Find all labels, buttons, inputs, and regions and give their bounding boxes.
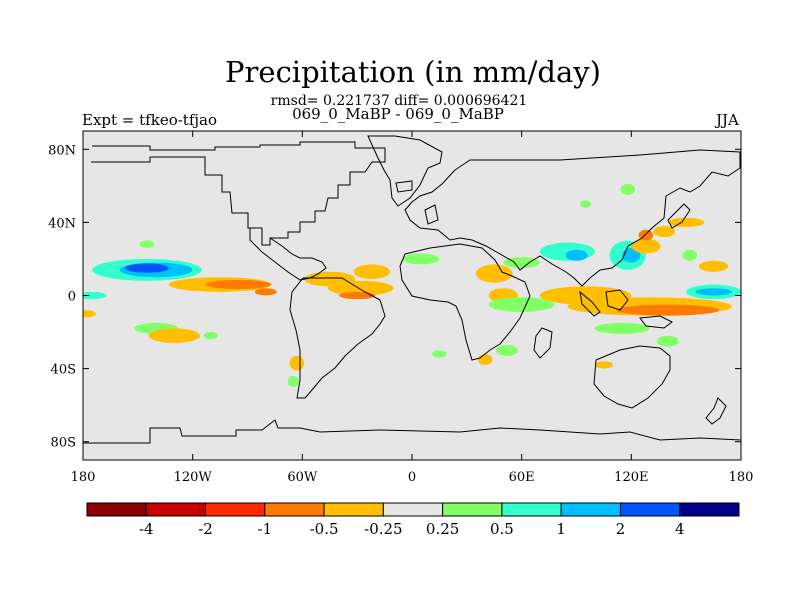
anomaly-blob-38 (594, 322, 650, 334)
colorbar-swatch-0 (86, 502, 147, 517)
colorbar: -4 -2 -1 -0.5 -0.25 0.25 0.5 1 2 4 (86, 502, 740, 538)
anomaly-blob-11 (83, 310, 96, 318)
anomaly-blob-26 (622, 247, 641, 263)
anomaly-blob-45 (432, 350, 447, 358)
rmsd-subtitle: rmsd= 0.221737 diff= 0.000696421 (270, 93, 528, 109)
anomaly-blob-2 (125, 263, 169, 273)
anomaly-blob-40 (594, 361, 614, 369)
anomaly-blob-32 (698, 260, 729, 272)
colorbar-label-3: -0.5 (310, 520, 339, 538)
anomaly-blob-44 (477, 353, 493, 365)
colorbar-label-5: 0.25 (426, 520, 459, 538)
coastline-eurasia (404, 149, 741, 287)
x-tick-label-4: 60E (509, 470, 535, 485)
experiment-label: Expt = tfkeo-tfjao (82, 111, 217, 129)
coastline-south-america (289, 277, 386, 399)
colorbar-swatch-5 (382, 502, 444, 517)
anomaly-blob-15 (338, 291, 376, 300)
anomaly-blob-13 (353, 264, 391, 280)
colorbar-swatch-6 (442, 502, 503, 517)
anomaly-blob-43 (496, 344, 519, 356)
anomaly-blob-10 (203, 332, 219, 340)
x-tick-label-5: 120E (614, 470, 648, 485)
colorbar-label-1: -2 (198, 520, 213, 538)
axis-ticks: 180 120W 60W 0 60E 120E 180 80N 40N 0 40S 80S (48, 131, 753, 485)
coastline-new-zealand (705, 397, 727, 425)
colorbar-label-8: 2 (616, 520, 626, 538)
anomaly-blob-41 (620, 184, 635, 195)
colorbar-swatch-7 (501, 502, 562, 517)
y-tick-label-3: 40S (51, 363, 76, 378)
anomaly-blob-21 (488, 297, 555, 312)
anomaly-blob-31 (682, 249, 698, 261)
coastline-madagascar (533, 327, 553, 359)
colorbar-swatch-2 (205, 502, 266, 517)
anomaly-blob-7 (83, 291, 107, 300)
coastline-north-america (91, 141, 386, 246)
x-tick-label-3: 0 (408, 470, 416, 485)
coastline-antarctica (83, 419, 741, 444)
coastlines (83, 135, 741, 444)
colorbar-label-9: 4 (675, 520, 685, 538)
anomaly-blob-28 (653, 226, 676, 238)
anomaly-blob-22 (503, 257, 540, 269)
coastline-central-america (249, 228, 327, 281)
coastline-australia (593, 345, 671, 409)
colorbar-label-4: -0.25 (364, 520, 402, 538)
anomaly-blob-39 (656, 335, 679, 347)
colorbar-swatch-3 (264, 502, 325, 517)
experiment-subtitle: 069_0_MaBP - 069_0_MaBP (292, 105, 504, 123)
anomaly-blob-6 (254, 288, 277, 296)
colorbar-label-7: 1 (556, 520, 566, 538)
anomaly-blob-24 (565, 249, 588, 261)
colorbar-swatch-1 (145, 502, 207, 517)
colorbar-swatch-9 (619, 502, 681, 517)
anomaly-blob-34 (695, 288, 732, 296)
coastline-japan (667, 203, 691, 229)
anomaly-blob-37 (616, 304, 720, 316)
anomaly-blob-3 (139, 240, 155, 248)
anomaly-layer (83, 184, 741, 387)
colorbar-swatch-4 (323, 502, 384, 517)
y-tick-label-0: 80N (48, 143, 76, 158)
anomaly-blob-27 (631, 238, 661, 254)
coastline-new-guinea (639, 315, 673, 329)
anomaly-blob-18 (402, 253, 440, 265)
page-title: Precipitation (in mm/day) (225, 55, 601, 89)
colorbar-label-2: -1 (258, 520, 273, 538)
coastline-british-isles (424, 204, 439, 225)
anomaly-blob-19 (475, 264, 513, 283)
y-tick-label-4: 80S (51, 436, 76, 451)
anomaly-blob-17 (287, 375, 299, 387)
colorbar-swatch-10 (679, 502, 740, 517)
x-tick-label-0: 180 (71, 470, 96, 485)
season-label: JJA (716, 111, 739, 129)
colorbar-label-0: -4 (139, 520, 154, 538)
anomaly-blob-5 (205, 279, 272, 290)
x-tick-label-1: 120W (174, 470, 213, 485)
coastline-borneo (605, 289, 629, 311)
y-tick-label-1: 40N (48, 216, 76, 231)
colorbar-swatch-8 (560, 502, 621, 517)
anomaly-blob-42 (580, 200, 592, 208)
y-tick-label-2: 0 (68, 290, 76, 305)
anomaly-blob-16 (289, 355, 305, 371)
coastline-iceland (395, 180, 413, 193)
anomaly-blob-14 (327, 280, 394, 296)
colorbar-label-6: 0.5 (490, 520, 514, 538)
x-tick-label-6: 180 (729, 470, 754, 485)
anomaly-blob-9 (148, 328, 200, 344)
coastline-sumatra (579, 290, 601, 317)
anomaly-blob-30 (667, 217, 705, 227)
coastline-greenland (367, 135, 443, 207)
coastline-africa (399, 243, 531, 361)
x-tick-label-2: 60W (287, 470, 318, 485)
